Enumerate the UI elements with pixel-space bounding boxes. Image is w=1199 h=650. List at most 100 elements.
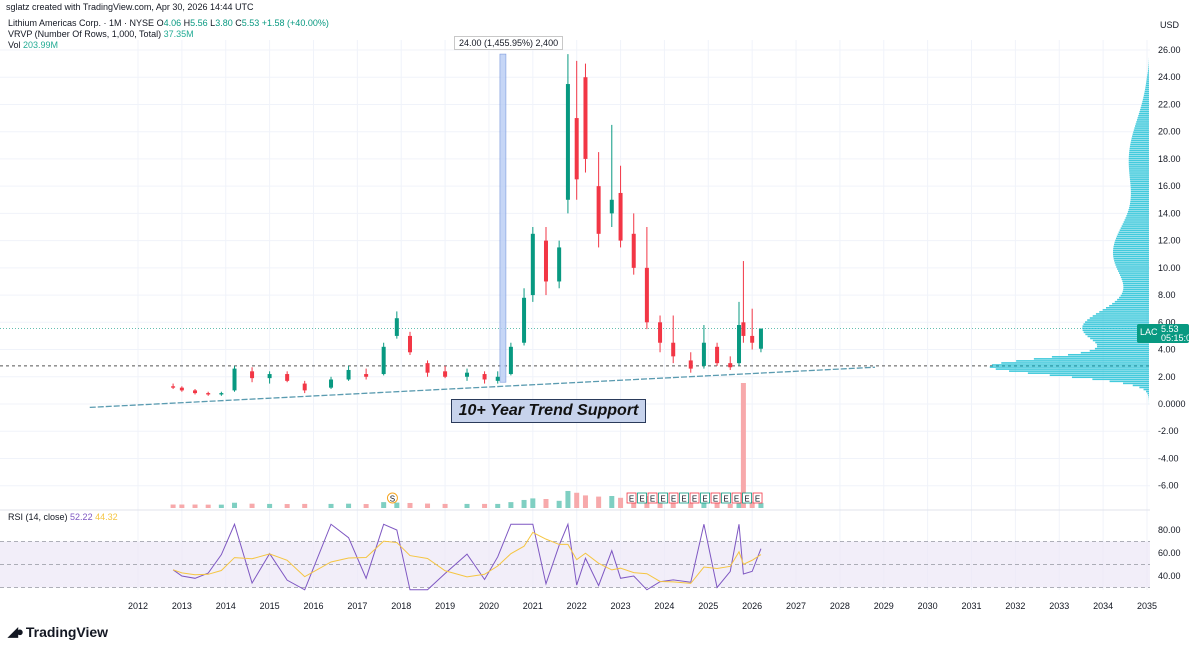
candle-body [171, 386, 176, 388]
vrvp-row [1118, 270, 1149, 272]
event-marker-e [752, 492, 763, 504]
candle-body [193, 390, 198, 394]
event-marker-e [689, 492, 700, 504]
volume-bar [442, 503, 448, 508]
price-tick-label: 8.00 [1158, 290, 1176, 300]
legend-open: 4.06 [163, 18, 182, 28]
candle-body [543, 240, 548, 282]
candle-body [482, 374, 487, 380]
vrvp-row [1124, 219, 1149, 221]
vrvp-row [1128, 155, 1149, 158]
volume-bar [618, 497, 624, 508]
candle-body [232, 368, 237, 391]
candle-body [522, 297, 527, 343]
credit-text: sglatz created with TradingView.com, Apr… [6, 2, 254, 12]
candle-body [609, 199, 614, 214]
vrvp-row [1016, 360, 1149, 362]
vrvp-row [1009, 370, 1149, 372]
vrvp-row [1143, 388, 1149, 391]
vrvp-row [1146, 80, 1149, 82]
chart-legend: Lithium Americas Corp. · 1M · NYSE O4.06… [8, 18, 329, 51]
volume-bar [508, 502, 514, 508]
price-tick-label: 4.00 [1158, 345, 1176, 355]
legend-symbol: Lithium Americas Corp. · 1M · NYSE [8, 18, 155, 28]
volume-bar [556, 500, 562, 508]
volume-bar [609, 496, 615, 508]
candle-body [701, 342, 706, 366]
volume-bar [736, 499, 742, 508]
candle-body [596, 186, 601, 234]
vrvp-row [1128, 153, 1149, 156]
vrvp-row [1134, 127, 1149, 129]
vrvp-row [1139, 110, 1149, 113]
time-tick-label: 2016 [303, 601, 323, 611]
price-tick-label: 26.00 [1158, 45, 1181, 55]
vrvp-row [1129, 174, 1149, 176]
event-letter: E [692, 495, 697, 504]
event-letter: E [660, 495, 665, 504]
tradingview-logo[interactable]: ◢● TradingView [8, 624, 108, 640]
volume-bar [495, 503, 501, 508]
vrvp-row [1085, 333, 1149, 336]
vrvp-label: VRVP (Number Of Rows, 1,000, Total) [8, 29, 162, 39]
vrvp-row [1117, 268, 1149, 270]
event-marker-e [647, 492, 658, 504]
vrvp-row [1113, 247, 1149, 250]
vrvp-row [1132, 384, 1149, 387]
vrvp-row [1113, 249, 1149, 252]
vrvp-row [1123, 286, 1149, 289]
candle-body [206, 393, 211, 395]
candle-body [750, 335, 755, 343]
vrvp-row [1095, 313, 1149, 315]
time-tick-label: 2015 [260, 601, 280, 611]
event-marker-e [721, 492, 731, 504]
vrvp-row [1140, 106, 1149, 109]
event-marker-e [626, 492, 637, 504]
rsi-ma-value: 44.32 [95, 512, 118, 522]
candle-body [557, 247, 562, 282]
volume-bar [179, 504, 185, 508]
vrvp-row [1051, 356, 1149, 358]
candle-body [737, 325, 742, 364]
time-tick-label: 2023 [611, 601, 631, 611]
volume-bar [394, 502, 400, 508]
vrvp-row [1140, 108, 1149, 111]
vrvp-row [1049, 374, 1149, 377]
vrvp-row [1141, 102, 1149, 105]
price-tick-label: 14.00 [1158, 208, 1181, 218]
time-tick-label: 2026 [742, 601, 762, 611]
volume-bar [701, 501, 707, 508]
vrvp-row [1135, 123, 1149, 125]
vrvp-row [1116, 235, 1149, 238]
vrvp-row [1146, 78, 1149, 80]
volume-bar [464, 503, 470, 508]
vrvp-row [1115, 239, 1149, 242]
rsi-legend: RSI (14, close) 52.22 44.32 [8, 512, 118, 522]
vrvp-row [1147, 72, 1149, 74]
vrvp-row [1145, 84, 1149, 86]
trend-support-note: 10+ Year Trend Support [451, 399, 646, 423]
volume-bar [670, 500, 676, 508]
event-marker-e [710, 492, 721, 504]
vrvp-row [1130, 194, 1149, 197]
vrvp-row [1136, 119, 1149, 121]
vrvp-row [1105, 307, 1149, 309]
volume-bar [688, 503, 694, 508]
vrvp-row [1113, 257, 1149, 260]
vrvp-row [1115, 264, 1149, 266]
time-tick-label: 2031 [962, 601, 982, 611]
event-letter: E [744, 495, 749, 504]
vrvp-row [1128, 157, 1149, 160]
vrvp-row [1097, 345, 1149, 348]
candle-body [407, 335, 412, 353]
vrvp-row [1120, 227, 1149, 229]
vrvp-row [1132, 135, 1149, 138]
vrvp-row [1130, 182, 1149, 185]
volume-bar [740, 383, 746, 508]
rsi-tick-label: 80.00 [1158, 525, 1181, 535]
vrvp-row [1090, 337, 1149, 340]
vrvp-row [1129, 151, 1149, 154]
time-tick-label: 2030 [918, 601, 938, 611]
currency-label: USD [1160, 20, 1180, 30]
candle-body [758, 328, 763, 349]
